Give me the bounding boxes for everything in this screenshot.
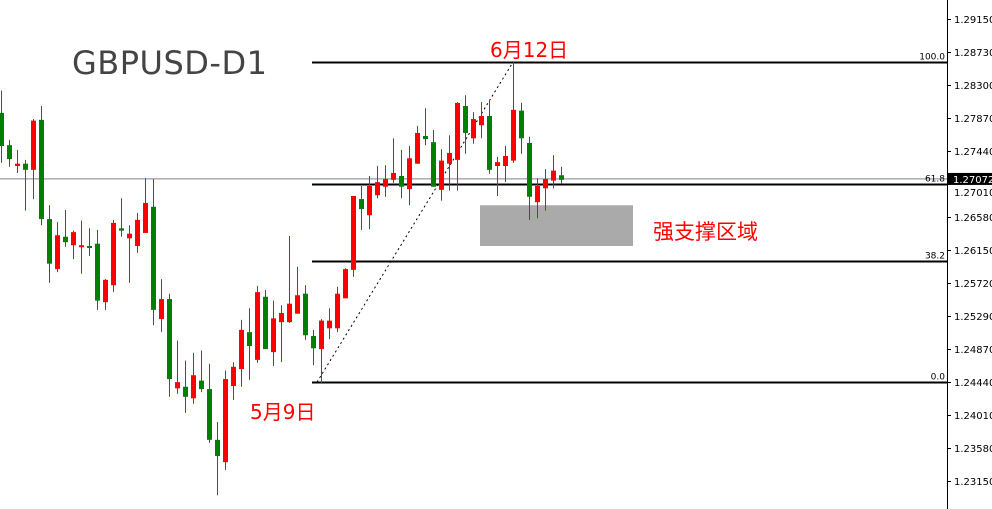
candle-up	[455, 102, 460, 160]
candle-up	[175, 382, 180, 389]
y-tick-label: 1.25720	[954, 279, 992, 290]
candle-down	[39, 119, 44, 220]
candle-down	[7, 145, 12, 160]
candle-up	[31, 120, 36, 170]
candle-up	[439, 160, 444, 190]
y-tick-label: 1.27440	[954, 147, 992, 158]
candle-down	[151, 206, 156, 310]
y-tick-label: 1.25290	[954, 312, 992, 323]
candle-up	[343, 269, 348, 299]
candle-down	[359, 199, 364, 210]
fib-level-label: 38.2	[925, 252, 945, 262]
y-tick-label: 1.29150	[954, 15, 992, 26]
candle-up	[111, 222, 116, 286]
candle-up	[327, 320, 332, 329]
candle-up	[495, 162, 500, 166]
candle-down	[199, 380, 204, 390]
candle-up	[367, 186, 372, 216]
candle-up	[503, 156, 508, 166]
candle-down	[431, 142, 436, 187]
y-tick-label: 1.28730	[954, 48, 992, 59]
candle-up	[407, 158, 412, 190]
fib-level-label: 100.0	[919, 53, 945, 63]
candle-down	[247, 332, 252, 346]
candle-up	[535, 186, 540, 203]
candle-down	[63, 236, 68, 243]
candle-down	[87, 246, 92, 248]
y-tick-label: 1.27870	[954, 114, 992, 125]
candle-up	[335, 293, 340, 329]
candle-up	[231, 366, 236, 386]
high-date-annotation: 6月12日	[490, 38, 569, 62]
candle-up	[391, 172, 396, 180]
candle-up	[223, 379, 228, 463]
candle-up	[287, 303, 292, 323]
candle-up	[375, 182, 380, 196]
candle-down	[463, 106, 468, 133]
candle-up	[447, 152, 452, 164]
candle-down	[559, 175, 564, 180]
last-price-label: 1.27072	[953, 175, 992, 186]
candle-up	[479, 116, 484, 126]
candle-up	[383, 179, 388, 187]
candle-up	[415, 132, 420, 164]
candle-up	[71, 232, 76, 246]
candle-down	[527, 142, 532, 197]
candle-down	[207, 389, 212, 440]
candle-up	[79, 245, 84, 248]
candle-down	[311, 336, 316, 349]
candle-down	[487, 116, 492, 170]
candle-down	[399, 176, 404, 187]
candle-up	[135, 219, 140, 246]
candle-up	[511, 109, 516, 161]
candle-down	[183, 386, 188, 397]
y-tick-label: 1.28300	[954, 81, 992, 92]
candle-down	[95, 243, 100, 301]
y-tick-label: 1.24440	[954, 378, 992, 389]
low-date-annotation: 5月9日	[250, 400, 316, 424]
last-price-tag	[948, 172, 992, 185]
candle-up	[279, 312, 284, 323]
candle-down	[23, 163, 28, 170]
candle-down	[215, 439, 220, 456]
candle-down	[47, 219, 52, 264]
y-tick-label: 1.26150	[954, 246, 992, 257]
candle-down	[119, 228, 124, 231]
candle-down	[263, 296, 268, 350]
candle-up	[295, 295, 300, 314]
candle-down	[167, 299, 172, 380]
candle-up	[191, 375, 196, 399]
candle-down	[303, 293, 308, 336]
candle-up	[159, 299, 164, 320]
candle-up	[319, 320, 324, 350]
candle-up	[103, 279, 108, 303]
candle-up	[543, 179, 548, 189]
y-tick-label: 1.23580	[954, 444, 992, 455]
y-tick-label: 1.26580	[954, 213, 992, 224]
candle-up	[255, 292, 260, 360]
fib-level-label: 0.0	[931, 373, 946, 383]
candle-down	[423, 136, 428, 140]
candle-up	[239, 329, 244, 370]
candle-up	[471, 119, 476, 139]
y-tick-label: 1.24870	[954, 345, 992, 356]
candle-down	[519, 110, 524, 139]
candle-up	[127, 233, 132, 239]
support-zone	[480, 205, 633, 246]
candle-up	[143, 202, 148, 233]
fib-level-label: 61.8	[925, 175, 945, 185]
y-tick-label: 1.27010	[954, 188, 992, 199]
candle-down	[0, 112, 4, 146]
candle-up	[15, 163, 20, 166]
y-tick-label: 1.24010	[954, 411, 992, 422]
support-zone-label: 强支撑区域	[653, 220, 758, 244]
y-tick-label: 1.23150	[954, 477, 992, 488]
candle-up	[551, 170, 556, 181]
candle-up	[351, 196, 356, 270]
chart-title: GBPUSD-D1	[72, 44, 268, 82]
candle-up	[271, 318, 276, 353]
candle-up	[55, 235, 60, 270]
